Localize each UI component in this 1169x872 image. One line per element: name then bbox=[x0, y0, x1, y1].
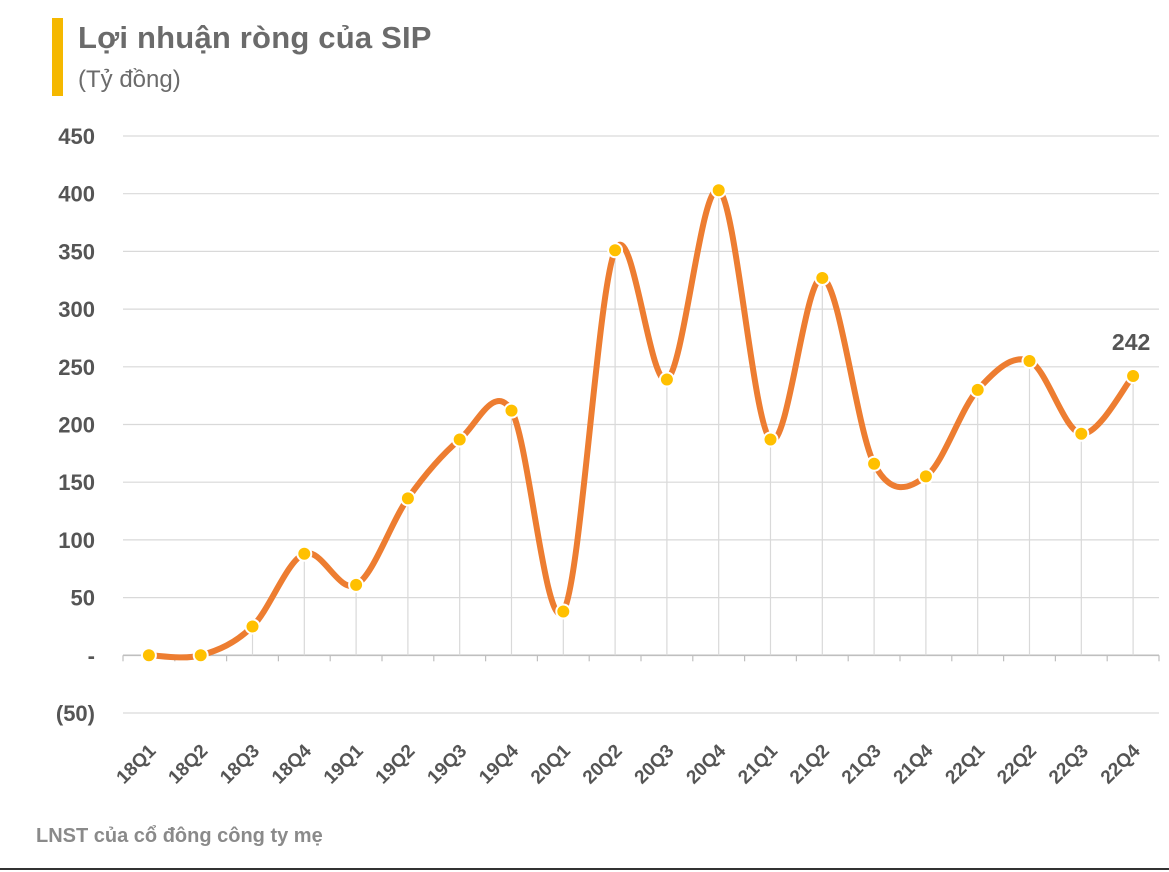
data-point-20Q4 bbox=[710, 182, 727, 199]
data-labels: 242 bbox=[1112, 329, 1150, 355]
data-point-21Q3 bbox=[866, 455, 883, 472]
data-point-22Q4 bbox=[1125, 368, 1142, 385]
x-tick-label: 19Q4 bbox=[475, 740, 523, 788]
x-tick-label: 20Q2 bbox=[579, 741, 627, 789]
x-tick-label: 18Q3 bbox=[216, 741, 264, 789]
footnote: LNST của cổ đông công ty mẹ bbox=[36, 825, 323, 847]
x-tick-label: 20Q1 bbox=[527, 740, 575, 788]
x-tick-label: 19Q2 bbox=[372, 741, 420, 789]
x-tick-label: 19Q1 bbox=[320, 740, 368, 788]
y-axis-ticks: (50) - 50 100 150 200 250 300 350 400 450 bbox=[56, 124, 95, 726]
x-tick-label: 22Q3 bbox=[1045, 741, 1093, 789]
data-point-18Q2 bbox=[192, 647, 209, 664]
chart-subtitle: (Tỷ đồng) bbox=[78, 66, 181, 93]
y-tick-label: - bbox=[88, 643, 95, 668]
x-tick-label: 21Q3 bbox=[838, 741, 886, 789]
x-tick-label: 18Q1 bbox=[113, 740, 161, 788]
x-axis-ticks: 18Q1 18Q2 18Q3 18Q4 19Q1 19Q2 19Q3 19Q4 20Q1 20Q2… bbox=[113, 740, 1145, 788]
y-tick-label: (50) bbox=[56, 701, 95, 726]
drop-lines bbox=[251, 190, 1134, 656]
series-lines bbox=[145, 187, 1137, 661]
chart-title: Lợi nhuận ròng của SIP bbox=[78, 20, 432, 55]
x-tick-label: 21Q2 bbox=[786, 741, 834, 789]
x-tick-label: 22Q2 bbox=[993, 741, 1041, 789]
data-point-21Q1 bbox=[762, 431, 779, 448]
data-point-21Q4 bbox=[917, 468, 934, 485]
y-tick-label: 450 bbox=[58, 124, 95, 149]
y-tick-label: 200 bbox=[58, 413, 95, 438]
y-tick-label: 300 bbox=[58, 297, 95, 322]
series-line bbox=[145, 187, 1137, 661]
y-tick-label: 250 bbox=[58, 355, 95, 380]
y-tick-label: 400 bbox=[58, 182, 95, 207]
data-point-19Q4 bbox=[503, 402, 520, 419]
title-accent-bar bbox=[52, 18, 63, 96]
data-point-22Q1 bbox=[969, 381, 986, 398]
y-tick-label: 350 bbox=[58, 239, 95, 264]
x-tick-label: 20Q4 bbox=[683, 740, 731, 788]
x-tick-label: 19Q3 bbox=[424, 741, 472, 789]
x-tick-label: 22Q1 bbox=[942, 740, 990, 788]
data-label-22Q4: 242 bbox=[1112, 329, 1150, 355]
y-tick-label: 50 bbox=[71, 586, 95, 611]
y-tick-label: 150 bbox=[58, 470, 95, 495]
x-tick-label: 21Q4 bbox=[890, 740, 938, 788]
data-point-18Q4 bbox=[296, 545, 313, 562]
data-point-21Q2 bbox=[814, 269, 831, 286]
data-point-22Q2 bbox=[1021, 353, 1038, 370]
data-point-20Q3 bbox=[658, 371, 675, 388]
data-point-18Q1 bbox=[140, 647, 157, 664]
data-point-20Q2 bbox=[607, 242, 624, 259]
data-markers bbox=[140, 182, 1142, 664]
x-tick-label: 22Q4 bbox=[1097, 740, 1145, 788]
y-tick-label: 100 bbox=[58, 528, 95, 553]
x-tick-label: 20Q3 bbox=[631, 741, 679, 789]
data-point-19Q3 bbox=[451, 431, 468, 448]
gridlines bbox=[122, 135, 1160, 714]
x-tick-label: 18Q2 bbox=[165, 741, 213, 789]
data-point-19Q2 bbox=[399, 490, 416, 507]
data-point-18Q3 bbox=[244, 618, 261, 635]
data-point-20Q1 bbox=[555, 603, 572, 620]
x-tick-label: 21Q1 bbox=[734, 740, 782, 788]
data-point-19Q1 bbox=[348, 576, 365, 593]
x-tick-label: 18Q4 bbox=[268, 740, 316, 788]
bottom-divider bbox=[0, 868, 1169, 870]
data-point-22Q3 bbox=[1073, 425, 1090, 442]
